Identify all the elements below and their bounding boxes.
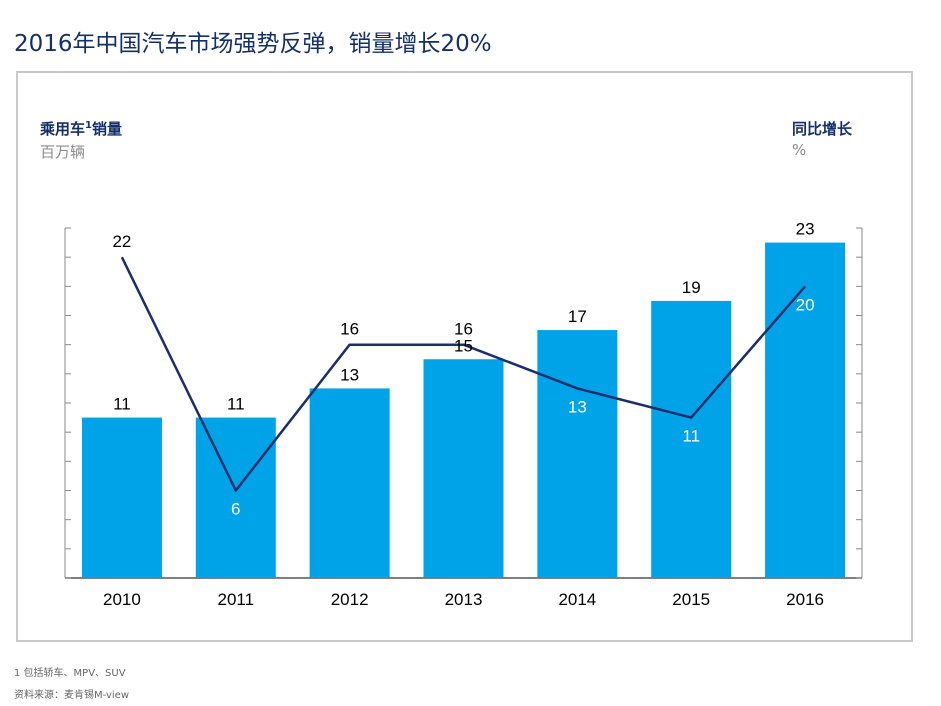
bar-value-label-2011: 11 [227,395,245,414]
bar-value-label-2014: 17 [568,307,587,326]
growth-value-label-2010: 22 [112,232,131,251]
bar-2014 [537,330,618,578]
left-axis-unit: 百万辆 [40,143,86,161]
page-title: 2016年中国汽车市场强势反弹，销量增长20% [14,31,492,57]
x-tick-label-2015: 2015 [672,590,710,609]
bar-2011 [195,417,276,578]
source-text: 资料来源：麦肯锡M-view [14,690,129,701]
bar-value-label-2010: 11 [113,395,131,414]
growth-value-label-2011: 6 [231,500,240,519]
x-tick-label-2013: 2013 [445,590,483,609]
chart-frame [16,71,913,642]
bar-value-label-2012: 13 [340,365,359,384]
footnote-marker: 1 [85,120,92,131]
bar-2015 [651,300,732,578]
bar-2013 [423,359,504,578]
right-axis-unit: % [792,141,807,159]
left-axis-title-suffix: 销量 [91,120,122,138]
x-tick-label-2012: 2012 [331,590,369,609]
bar-value-label-2016: 23 [796,220,815,239]
bar-value-label-2015: 19 [682,278,701,297]
growth-value-label-2013: 16 [454,320,473,339]
growth-value-label-2012: 16 [340,320,359,339]
bar-value-label-2013: 15 [454,336,473,355]
growth-value-label-2016: 20 [796,295,815,314]
x-tick-label-2010: 2010 [103,590,141,609]
growth-value-label-2014: 13 [568,397,587,416]
x-tick-label-2016: 2016 [786,590,824,609]
left-axis-title: 乘用车1销量 [40,118,122,139]
left-axis-title-text: 乘用车 [40,120,86,138]
footnote-text: 1 包括轿车、MPV、SUV [14,668,126,679]
x-tick-label-2014: 2014 [558,590,596,609]
right-axis-title: 同比增长 [792,120,853,138]
x-tick-label-2011: 2011 [218,590,255,609]
bar-2012 [309,388,390,578]
bar-2016 [765,242,846,579]
growth-line [120,256,807,492]
bar-2010 [81,417,162,578]
growth-value-label-2015: 11 [682,427,700,446]
